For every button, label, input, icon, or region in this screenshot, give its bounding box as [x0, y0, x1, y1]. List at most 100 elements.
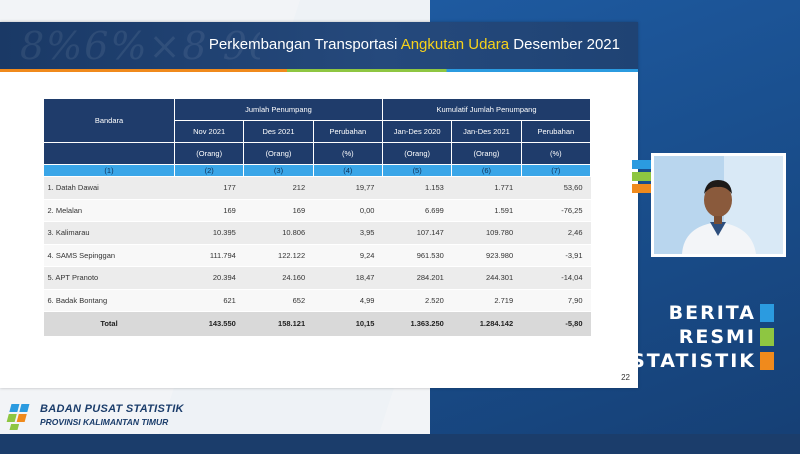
presenter-video-feed: [654, 156, 783, 254]
bar-blue: [760, 304, 774, 322]
column-number-row: (1) (2) (3) (4) (5) (6) (7): [43, 164, 592, 177]
bps-province: PROVINSI KALIMANTAN TIMUR: [40, 417, 169, 427]
column-number: (2): [173, 164, 245, 177]
presentation-slide: 8%6%×8 96 Perkembangan Transportasi Angk…: [0, 22, 638, 388]
cell-kumulatif-2020: 2.520: [382, 289, 452, 312]
unit-perubahan-1: (%): [312, 142, 383, 165]
cell-kumulatif-2021: 2.719: [451, 289, 522, 312]
header-bandara: Bandara: [43, 98, 175, 143]
cell-kumulatif-perubahan: -14,04: [521, 266, 591, 290]
total-row: Total 143.550 158.121 10,15 1.363.250 1.…: [43, 311, 591, 336]
table-row: 3. Kalimarau 10.395 10.806 3,95 107.147 …: [43, 221, 591, 245]
cell-kumulatif-2020: 961.530: [382, 244, 452, 267]
decorative-digits: 8%6%×8 96: [20, 24, 260, 68]
table-row: 4. SAMS Sepinggan 111.794 122.122 9,24 9…: [43, 244, 591, 267]
table-row: 1. Datah Dawai 177 212 19,77 1.153 1.771…: [43, 176, 591, 200]
unit-blank: [43, 142, 175, 165]
bar-green: [760, 328, 774, 346]
cell-total-kumulatif-2021: 1.284.142: [451, 311, 522, 336]
cell-kumulatif-2021: 244.301: [451, 266, 522, 290]
title-part-2: Desember 2021: [513, 36, 620, 53]
table-row: 6. Badak Bontang 621 652 4,99 2.520 2.71…: [43, 289, 591, 312]
flag-green: [632, 172, 658, 181]
header-perubahan-1: Perubahan: [312, 120, 383, 143]
cell-bandara: 6. Badak Bontang: [43, 289, 175, 312]
cell-des: 169: [243, 199, 314, 222]
header-jumlah-penumpang: Jumlah Penumpang: [174, 98, 383, 121]
cell-kumulatif-2021: 1.771: [451, 176, 522, 200]
cell-total-perubahan: 10,15: [313, 311, 383, 336]
passenger-table: Bandara Jumlah Penumpang Kumulatif Jumla…: [43, 98, 592, 336]
cell-des: 10.806: [243, 221, 314, 245]
cell-total-des: 158.121: [243, 311, 314, 336]
cell-total-kumulatif-perubahan: -5,80: [521, 311, 591, 336]
cell-nov: 169: [174, 199, 244, 222]
cell-kumulatif-2020: 1.153: [382, 176, 452, 200]
unit-perubahan-2: (%): [520, 142, 592, 165]
cell-kumulatif-perubahan: 2,46: [521, 221, 591, 245]
bps-name: BADAN PUSAT STATISTIK: [40, 403, 184, 415]
header-jan-des-2020: Jan-Des 2020: [381, 120, 453, 143]
column-number: (7): [520, 164, 592, 177]
video-side-flags: [632, 160, 658, 196]
word-statistik: STATISTIK: [631, 350, 756, 372]
header-accent-line: [0, 69, 638, 72]
cell-perubahan: 0,00: [313, 199, 383, 222]
cell-bandara: 2. Melalan: [43, 199, 175, 222]
header-kumulatif: Kumulatif Jumlah Penumpang: [381, 98, 592, 121]
unit-jan-des-2020: (Orang): [381, 142, 453, 165]
header-nov-2021: Nov 2021: [173, 120, 245, 143]
unit-jan-des-2021: (Orang): [451, 142, 522, 165]
cell-nov: 621: [174, 289, 244, 312]
column-number: (1): [43, 164, 175, 177]
bar-orange: [760, 352, 774, 370]
word-resmi: RESMI: [678, 326, 756, 348]
column-number: (5): [381, 164, 453, 177]
cell-nov: 177: [174, 176, 244, 200]
cell-bandara: 1. Datah Dawai: [43, 176, 175, 200]
cell-des: 652: [243, 289, 314, 312]
cell-kumulatif-2020: 107.147: [382, 221, 452, 245]
cell-perubahan: 9,24: [313, 244, 383, 267]
presenter-icon: [654, 156, 783, 254]
column-number: (4): [312, 164, 383, 177]
cell-kumulatif-2020: 6.699: [382, 199, 452, 222]
bps-branding: BADAN PUSAT STATISTIK PROVINSI KALIMANTA…: [0, 398, 230, 436]
header-des-2021: Des 2021: [243, 120, 314, 143]
cell-perubahan: 4,99: [313, 289, 383, 312]
header-jan-des-2021: Jan-Des 2021: [451, 120, 522, 143]
presenter-video: [651, 153, 786, 257]
cell-kumulatif-perubahan: -3,91: [521, 244, 591, 267]
title-part-1: Perkembangan Transportasi: [208, 36, 398, 53]
table-row: 5. APT Pranoto 20.394 24.160 18,47 284.2…: [43, 266, 591, 290]
column-number: (3): [243, 164, 314, 177]
berita-resmi-statistik: BERITA RESMI STATISTIK: [631, 302, 774, 374]
header-perubahan-2: Perubahan: [520, 120, 592, 143]
cell-total-kumulatif-2020: 1.363.250: [382, 311, 452, 336]
cell-kumulatif-2021: 1.591: [451, 199, 522, 222]
slide-header: 8%6%×8 96 Perkembangan Transportasi Angk…: [0, 22, 638, 72]
cell-kumulatif-perubahan: -76,25: [521, 199, 591, 222]
column-number: (6): [451, 164, 522, 177]
cell-kumulatif-2021: 109.780: [451, 221, 522, 245]
cell-des: 212: [243, 176, 314, 200]
cell-nov: 10.395: [174, 221, 244, 245]
cell-total-nov: 143.550: [174, 311, 244, 336]
cell-bandara: 3. Kalimarau: [43, 221, 175, 245]
cell-perubahan: 3,95: [313, 221, 383, 245]
cell-nov: 20.394: [174, 266, 244, 290]
cell-nov: 111.794: [174, 244, 244, 267]
cell-kumulatif-perubahan: 53,60: [521, 176, 591, 200]
cell-des: 122.122: [243, 244, 314, 267]
cell-perubahan: 19,77: [313, 176, 383, 200]
bps-logo-icon: [6, 404, 30, 430]
cell-total-label: Total: [43, 311, 175, 336]
cell-kumulatif-2020: 284.201: [382, 266, 452, 290]
cell-perubahan: 18,47: [313, 266, 383, 290]
cell-bandara: 4. SAMS Sepinggan: [43, 244, 175, 267]
word-berita: BERITA: [668, 302, 756, 324]
title-highlight: Angkutan Udara: [400, 36, 510, 53]
page-number: 22: [621, 373, 630, 382]
flag-orange: [632, 184, 658, 193]
cell-kumulatif-perubahan: 7,90: [521, 289, 591, 312]
